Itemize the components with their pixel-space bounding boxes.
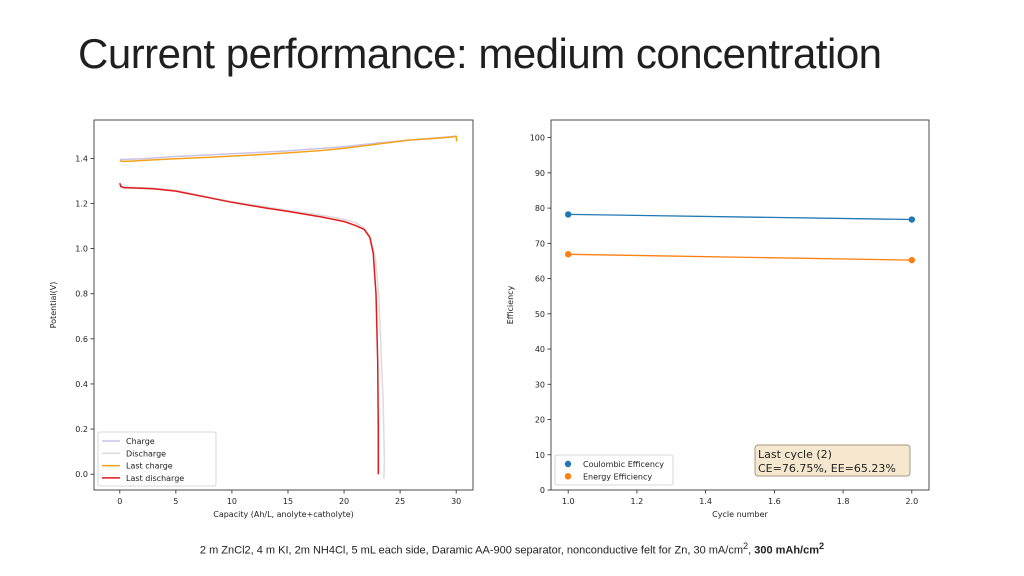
legend-label: Energy Efficiency [583, 472, 652, 481]
y-tick-label: 90 [535, 169, 545, 178]
legend-box [554, 454, 674, 486]
caption-bold-superscript: 2 [819, 541, 825, 551]
x-tick-label: 1.2 [631, 497, 644, 506]
x-tick-label: 20 [339, 497, 349, 506]
y-axis-label: Efficiency [506, 285, 515, 324]
x-axis-label: Cycle number [712, 510, 768, 519]
coulombic-efficiency-point [908, 216, 916, 223]
legend-label: Last discharge [126, 474, 184, 483]
y-tick-label: 20 [535, 416, 545, 425]
y-tick-label: 1.2 [75, 199, 88, 208]
caption-superscript: 2 [742, 541, 749, 551]
legend-label: Charge [126, 437, 155, 446]
y-tick-label: 80 [535, 204, 545, 213]
coulombic-efficiency-point [564, 211, 572, 218]
energy-efficiency-point [908, 256, 916, 264]
energy-efficiency-line [568, 253, 912, 261]
y-tick-label: 60 [535, 275, 545, 284]
legend-marker [564, 460, 572, 468]
caption-text: 2 m ZnCl2, 4 m KI, 2m NH4Cl, 5 mL each s… [199, 544, 743, 557]
y-tick-label: 0.6 [75, 335, 88, 344]
x-tick-label: 5 [173, 497, 178, 506]
y-tick-label: 0.4 [75, 380, 88, 389]
annotation-title: Last cycle (2) [758, 448, 832, 461]
x-tick-label: 1.0 [562, 497, 575, 506]
caption-bold-text: 300 mAh/cm [754, 544, 820, 557]
efficiency-chart: 1.0 1.2 1.4 1.6 1.8 2.0 0 10 20 30 40 50 60 70 80 90 100… [506, 119, 930, 519]
charge-line [119, 135, 457, 161]
y-tick-label: 0.0 [75, 470, 88, 479]
y-tick-label: 1.4 [75, 154, 88, 163]
voltage-capacity-chart: 0 5 10 15 20 25 30 0.0 0.2 0.4 0.6 0.8 1.0 1.2 1.4 Capa… [49, 119, 474, 519]
caption-separator: , [748, 544, 755, 557]
x-tick-label: 15 [283, 497, 293, 506]
annotation-box [754, 444, 911, 477]
slide-caption: 2 m ZnCl2, 4 m KI, 2m NH4Cl, 5 mL each s… [0, 541, 1024, 557]
coulombic-efficiency-line [568, 213, 912, 221]
last-discharge-line [119, 182, 380, 475]
last-charge-line [119, 135, 458, 163]
y-tick-label: 30 [535, 380, 545, 389]
energy-efficiency-point [564, 251, 572, 258]
legend-label: Coulombic Efficency [583, 460, 664, 469]
y-tick-label: 0.8 [75, 290, 88, 299]
x-tick-label: 0 [117, 497, 122, 506]
legend-label: Last charge [126, 462, 173, 471]
x-tick-label: 1.8 [837, 497, 850, 506]
y-tick-label: 10 [535, 451, 545, 460]
y-tick-label: 0 [540, 486, 545, 495]
x-tick-label: 25 [395, 497, 405, 506]
annotation-values: CE=76.75%, EE=65.23% [758, 462, 896, 475]
x-tick-label: 2.0 [905, 497, 918, 506]
legend-marker [564, 473, 572, 480]
plot-frame [550, 119, 930, 491]
x-tick-label: 1.6 [768, 497, 781, 506]
y-tick-label: 70 [535, 239, 545, 248]
y-tick-label: 100 [530, 134, 545, 143]
x-tick-label: 1.4 [699, 497, 712, 506]
x-tick-label: 30 [451, 497, 461, 506]
slide-title: Current performance: medium concentratio… [78, 30, 882, 77]
y-axis-label: Potential(V) [49, 282, 58, 329]
legend-box [97, 431, 217, 487]
y-tick-label: 1.0 [75, 245, 88, 254]
x-tick-label: 10 [227, 497, 237, 506]
y-tick-label: 40 [535, 345, 545, 354]
y-tick-label: 0.2 [75, 425, 88, 434]
plot-frame [93, 119, 474, 491]
legend-label: Discharge [126, 449, 166, 458]
y-tick-label: 50 [535, 310, 545, 319]
x-axis-label: Capacity (Ah/L, anolyte+catholyte) [213, 510, 354, 519]
